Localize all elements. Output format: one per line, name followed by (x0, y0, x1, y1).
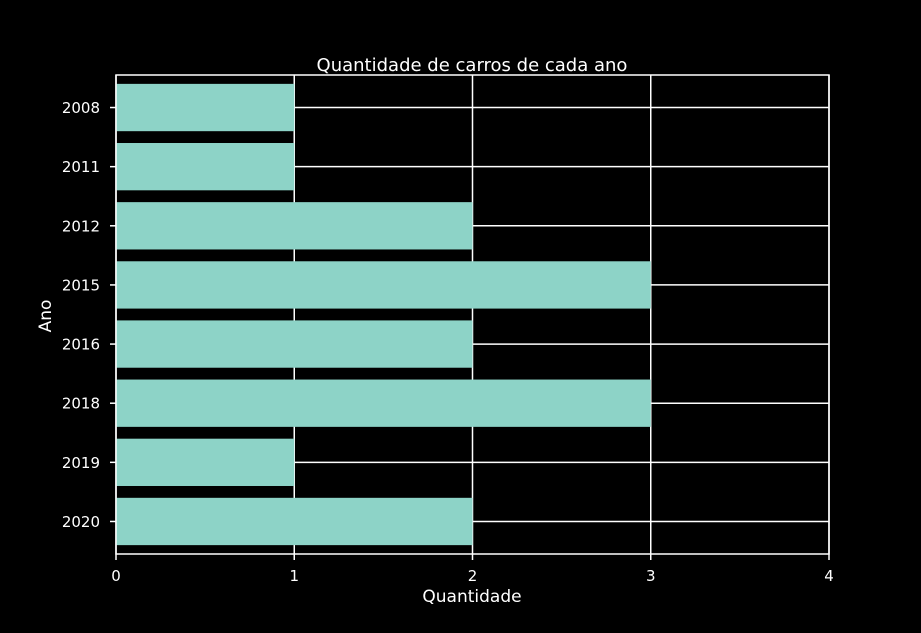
bar-2019 (116, 438, 295, 486)
x-tick-label: 3 (646, 567, 656, 585)
x-tick-label: 1 (289, 567, 299, 585)
x-tick-label: 0 (111, 567, 121, 585)
bar-2011 (116, 143, 295, 191)
y-tick-label: 2011 (62, 158, 100, 176)
bar-2020 (116, 497, 473, 546)
y-tick-label: 2020 (62, 513, 100, 531)
y-tick-label: 2015 (62, 276, 100, 294)
x-axis-ticks: 0 1 2 3 4 (111, 554, 834, 585)
bar-2015 (116, 261, 651, 309)
y-tick-label: 2018 (62, 395, 100, 413)
x-axis-title: Quantidade (422, 587, 521, 607)
y-tick-label: 2019 (62, 454, 100, 472)
y-tick-label: 2012 (62, 217, 100, 235)
y-tick-label: 2016 (62, 336, 100, 354)
bar-2008 (116, 83, 295, 132)
bar-2012 (116, 202, 473, 250)
bars (116, 83, 651, 546)
bar-2018 (116, 379, 651, 427)
bar-2016 (116, 320, 473, 368)
x-tick-label: 2 (468, 567, 478, 585)
y-tick-label: 2008 (62, 99, 100, 117)
y-axis-ticks: 2008 2011 2012 2015 2016 2018 2019 2020 (62, 99, 116, 531)
x-tick-label: 4 (824, 567, 834, 585)
y-axis-title: Ano (36, 300, 56, 333)
chart-title: Quantidade de carros de cada ano (317, 55, 628, 76)
